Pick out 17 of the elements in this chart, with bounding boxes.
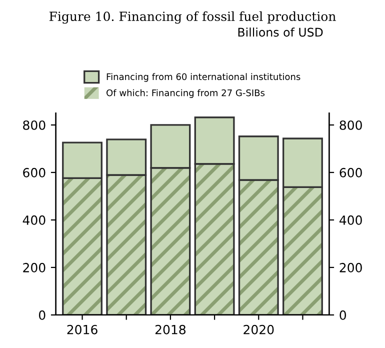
legend-label: Of which: Financing from 27 G-SIBs xyxy=(106,89,265,98)
legend-label: Financing from 60 international institutions xyxy=(106,73,300,82)
y2-tick-label: 600 xyxy=(340,168,362,178)
y2-tick-label: 400 xyxy=(340,215,362,225)
y2-tick-label: 800 xyxy=(340,120,362,130)
y2-tick-label: 0 xyxy=(340,310,346,320)
x-tick-label: 2020 xyxy=(244,324,274,334)
y-tick-label: 0 xyxy=(38,310,46,320)
y-tick-label: 200 xyxy=(23,262,46,272)
y-tick-label: 800 xyxy=(23,120,46,130)
x-tick-label: 2018 xyxy=(155,324,186,334)
chart-subtitle: Billions of USD xyxy=(238,28,323,37)
y2-tick-label: 200 xyxy=(340,262,362,272)
y-tick-label: 400 xyxy=(22,215,46,225)
chart-title: Figure 10. Financing of fossil fuel production xyxy=(49,11,336,24)
y-tick-label: 600 xyxy=(23,168,46,178)
x-tick-label: 2016 xyxy=(67,324,98,334)
